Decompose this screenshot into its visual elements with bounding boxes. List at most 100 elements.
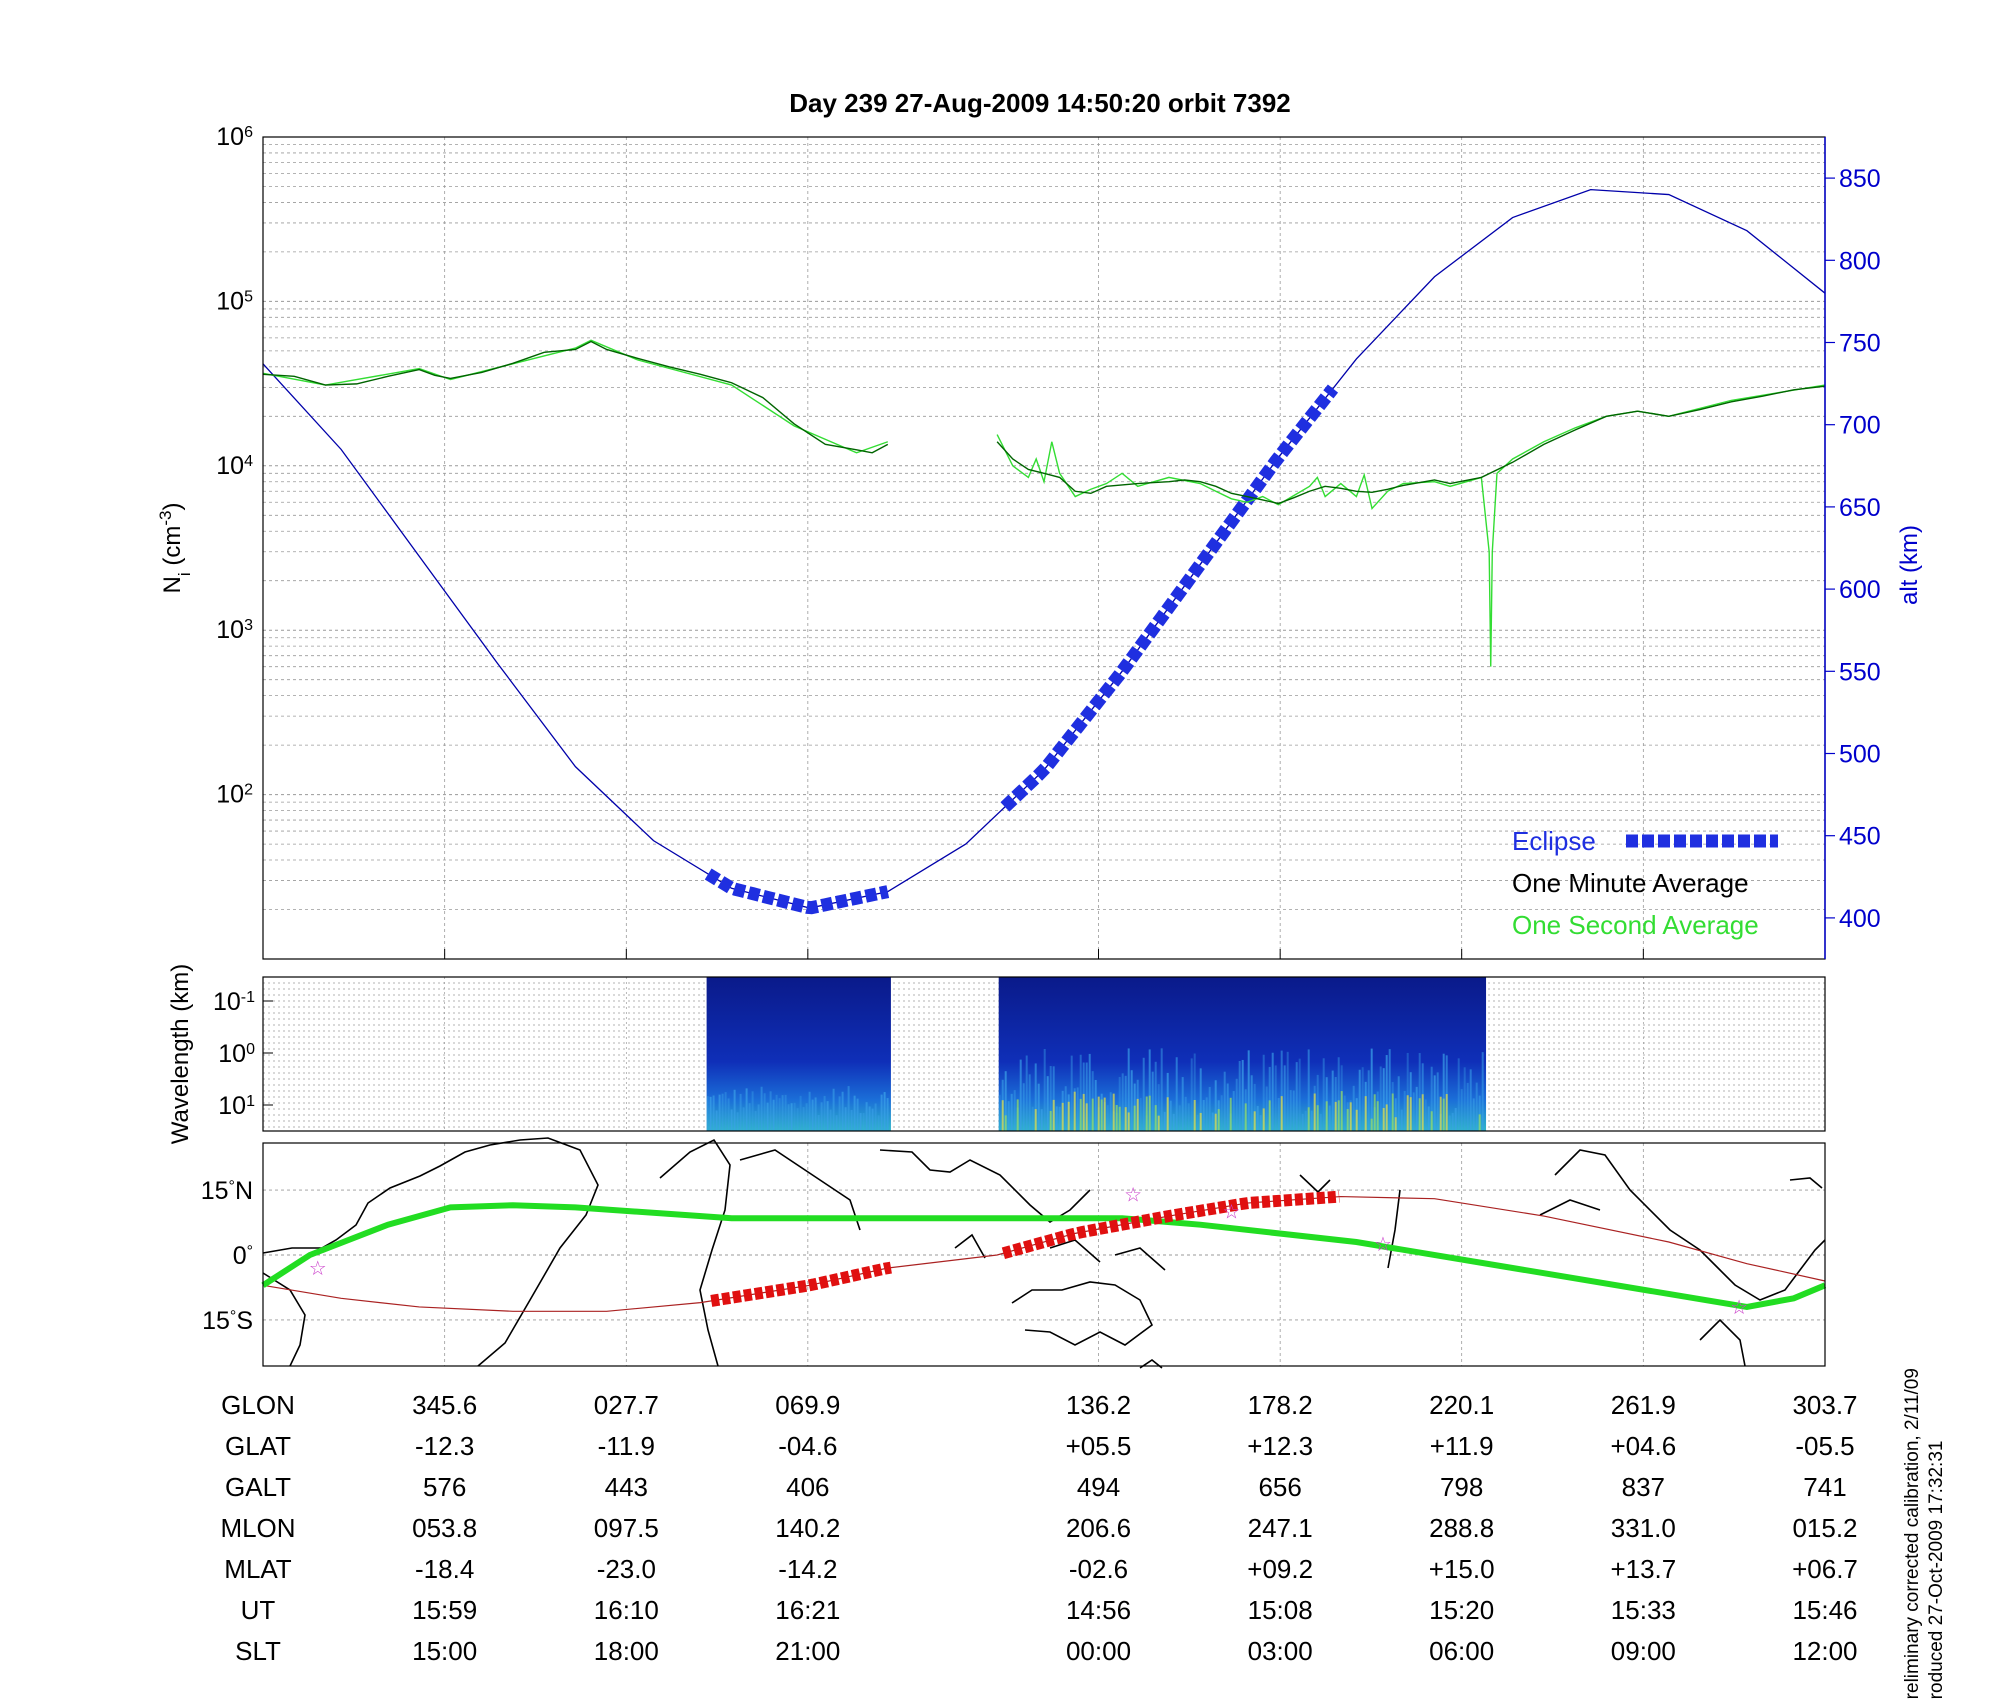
- map-frame: [262, 1142, 1826, 1367]
- table-cell: -23.0: [597, 1554, 656, 1584]
- spectrogram-column: [724, 1092, 727, 1131]
- spectrogram-frame: [262, 976, 1826, 1132]
- spectrogram-column: [817, 1114, 820, 1131]
- spectrogram-hot-column: [1370, 1118, 1373, 1131]
- spectrogram-hot-column: [1421, 1094, 1424, 1131]
- spectrogram-column: [826, 1101, 829, 1131]
- density-y-tick-label: 106: [216, 123, 253, 151]
- spectrogram-hot-column: [1103, 1097, 1106, 1131]
- spectrogram-column: [721, 1093, 724, 1131]
- spectrogram-column: [1481, 1052, 1484, 1131]
- spectrogram-column: [859, 1113, 862, 1131]
- spectrogram-hot-column: [1073, 1091, 1076, 1131]
- spectrogram-column: [1049, 1065, 1052, 1131]
- density-grid: [263, 137, 1825, 960]
- spectrogram-column: [1013, 1090, 1016, 1131]
- table-cell: +06.7: [1792, 1554, 1858, 1584]
- spectrogram-column: [1262, 1054, 1265, 1131]
- spectrogram-column: [1094, 1079, 1097, 1131]
- table-cell: 03:00: [1248, 1636, 1313, 1666]
- spectrogram-hot-column: [1394, 1117, 1397, 1131]
- spectrogram-hot-column: [1307, 1107, 1310, 1131]
- spectrogram-column: [1289, 1090, 1292, 1131]
- spectrogram-column: [1163, 1111, 1166, 1131]
- spectrogram-hot-column: [1091, 1098, 1094, 1131]
- spectrogram-hot-column: [1118, 1106, 1121, 1131]
- spectrogram-column: [1268, 1066, 1271, 1131]
- coastlines: [262, 1137, 1826, 1369]
- spectrogram-column: [862, 1113, 865, 1131]
- spectrogram-column: [712, 1095, 715, 1131]
- table-cell: 331.0: [1611, 1513, 1676, 1543]
- spectrogram-column: [1052, 1066, 1055, 1131]
- spectrogram-column: [1106, 1105, 1109, 1131]
- spectrogram-column: [1058, 1106, 1061, 1131]
- spectrogram-column: [1307, 1049, 1310, 1131]
- spectrogram-column: [841, 1091, 844, 1131]
- table-cell: 14:56: [1066, 1595, 1131, 1625]
- spectrogram-column: [874, 1103, 877, 1131]
- spectrogram-column: [1265, 1086, 1268, 1131]
- spectrogram-column: [1142, 1057, 1145, 1131]
- spectrogram-column: [715, 1110, 718, 1131]
- spectrogram-column: [1088, 1053, 1091, 1131]
- table-cell: 00:00: [1066, 1636, 1131, 1666]
- legend-eclipse: Eclipse: [1512, 826, 1596, 856]
- map-panel: ☆ ☆ ☆ ☆ ☆ 15°N 0° 15°S: [201, 1137, 1827, 1369]
- map-y-tick-label: 0°: [233, 1242, 253, 1270]
- spectrogram-column: [718, 1094, 721, 1131]
- density-y-tick-label: 104: [216, 452, 253, 480]
- spectrogram-column: [814, 1097, 817, 1131]
- spectrogram-column: [808, 1091, 811, 1131]
- spectrogram-hot-column: [1145, 1096, 1148, 1131]
- spectrogram-y-tick-label: 100: [218, 1040, 255, 1068]
- table-cell: +11.9: [1430, 1431, 1494, 1461]
- spectrogram-hot-column: [1349, 1102, 1352, 1131]
- spectrogram-column: [1358, 1069, 1361, 1131]
- spectrogram-column: [820, 1102, 823, 1131]
- table-cell: 406: [786, 1472, 829, 1502]
- spectrogram-column: [1037, 1083, 1040, 1131]
- spectrogram-column: [772, 1099, 775, 1131]
- spectrogram-hot-column: [1346, 1109, 1349, 1131]
- one-second-average-line: [996, 384, 1826, 667]
- table-cell: 345.6: [412, 1390, 477, 1420]
- spectrogram-column: [1175, 1057, 1178, 1131]
- spectrogram-column: [1151, 1071, 1154, 1131]
- table-cell: 15:00: [412, 1636, 477, 1666]
- spectrogram-column: [1256, 1105, 1259, 1131]
- spectrogram-column: [1472, 1098, 1475, 1131]
- spectrogram-column: [1178, 1105, 1181, 1131]
- ground-track-line: [261, 1202, 1827, 1311]
- spectrogram-hot-column: [1085, 1103, 1088, 1131]
- table-cell: -02.6: [1069, 1554, 1128, 1584]
- spectrogram-column: [1238, 1061, 1241, 1131]
- table-cell: -18.4: [415, 1554, 474, 1584]
- altitude-line: [262, 188, 1826, 909]
- spectrogram-column: [1202, 1099, 1205, 1131]
- spectrogram-column: [1397, 1076, 1400, 1131]
- spectrogram-hot-column: [1376, 1101, 1379, 1131]
- spectrogram-column: [1454, 1108, 1457, 1131]
- spectrogram-hot-column: [1133, 1105, 1136, 1131]
- spectrogram-column: [1232, 1091, 1235, 1131]
- spectrogram-column: [1199, 1068, 1202, 1131]
- one-minute-average-line: [996, 385, 1826, 505]
- spectrogram-column: [1205, 1097, 1208, 1131]
- star-marker: ☆: [1124, 1182, 1142, 1206]
- spectrogram-column: [1004, 1071, 1007, 1131]
- spectrogram-column: [847, 1086, 850, 1131]
- spectrogram-hot-column: [1337, 1100, 1340, 1131]
- spectrogram-column: [1184, 1096, 1187, 1131]
- altitude-y-tick-label: 850: [1839, 165, 1881, 193]
- spectrogram-hot-column: [1406, 1095, 1409, 1131]
- spectrogram-column: [1286, 1051, 1289, 1131]
- spectrogram-hot-column: [1355, 1109, 1358, 1131]
- table-cell: 798: [1440, 1472, 1483, 1502]
- spectrogram-column: [1070, 1055, 1073, 1131]
- spectrogram-y-label: Wavelength (km): [167, 964, 194, 1145]
- spectrogram-column: [844, 1107, 847, 1131]
- spectrogram-hot-column: [1316, 1105, 1319, 1131]
- spectrogram-hot-column: [1217, 1109, 1220, 1131]
